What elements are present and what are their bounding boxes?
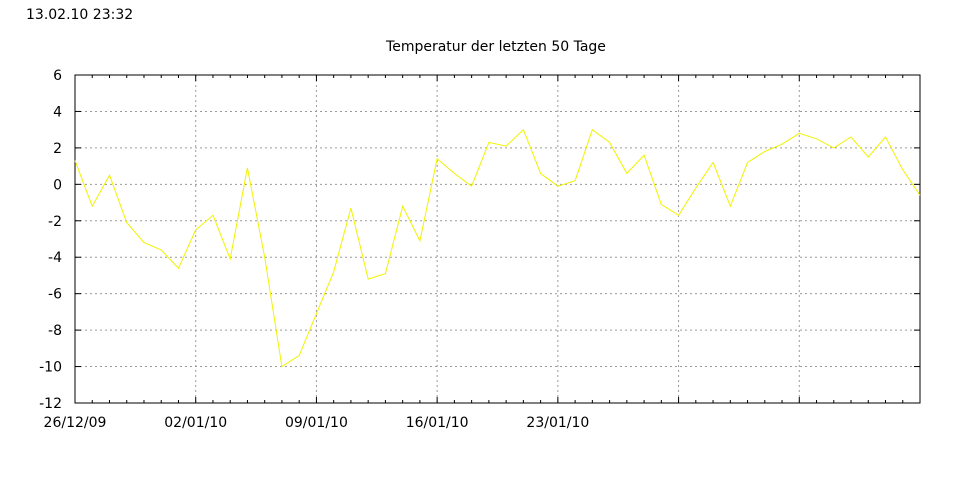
y-tick-label: 2 (53, 141, 62, 157)
y-tick-label: -8 (48, 323, 62, 339)
x-tick-label: 23/01/10 (526, 415, 589, 431)
y-tick-label: -12 (39, 396, 62, 412)
x-tick-label: 02/01/10 (164, 415, 227, 431)
y-tick-label: 4 (53, 104, 62, 120)
y-tick-label: -4 (48, 250, 62, 266)
x-tick-label: 09/01/10 (285, 415, 348, 431)
x-tick-label: 16/01/10 (406, 415, 469, 431)
y-tick-label: -10 (39, 360, 62, 376)
y-tick-label: 0 (53, 177, 62, 193)
temperature-line (74, 128, 921, 368)
plot-frame (74, 74, 921, 404)
y-axis-labels: 6 4 2 0 -2 -4 -6 -8 -10 -12 (39, 68, 62, 412)
y-tick-label: -6 (48, 287, 62, 303)
y-tick-label: -2 (48, 214, 62, 230)
chart-grid (75, 75, 921, 403)
timestamp: 13.02.10 23:32 (26, 7, 134, 23)
x-tick-label: 26/12/09 (44, 415, 107, 431)
axis-ticks (74, 74, 921, 404)
chart-title: Temperatur der letzten 50 Tage (385, 39, 606, 55)
x-axis-labels: 26/12/09 02/01/10 09/01/10 16/01/10 23/01/10 (44, 415, 590, 431)
y-tick-label: 6 (53, 68, 62, 84)
